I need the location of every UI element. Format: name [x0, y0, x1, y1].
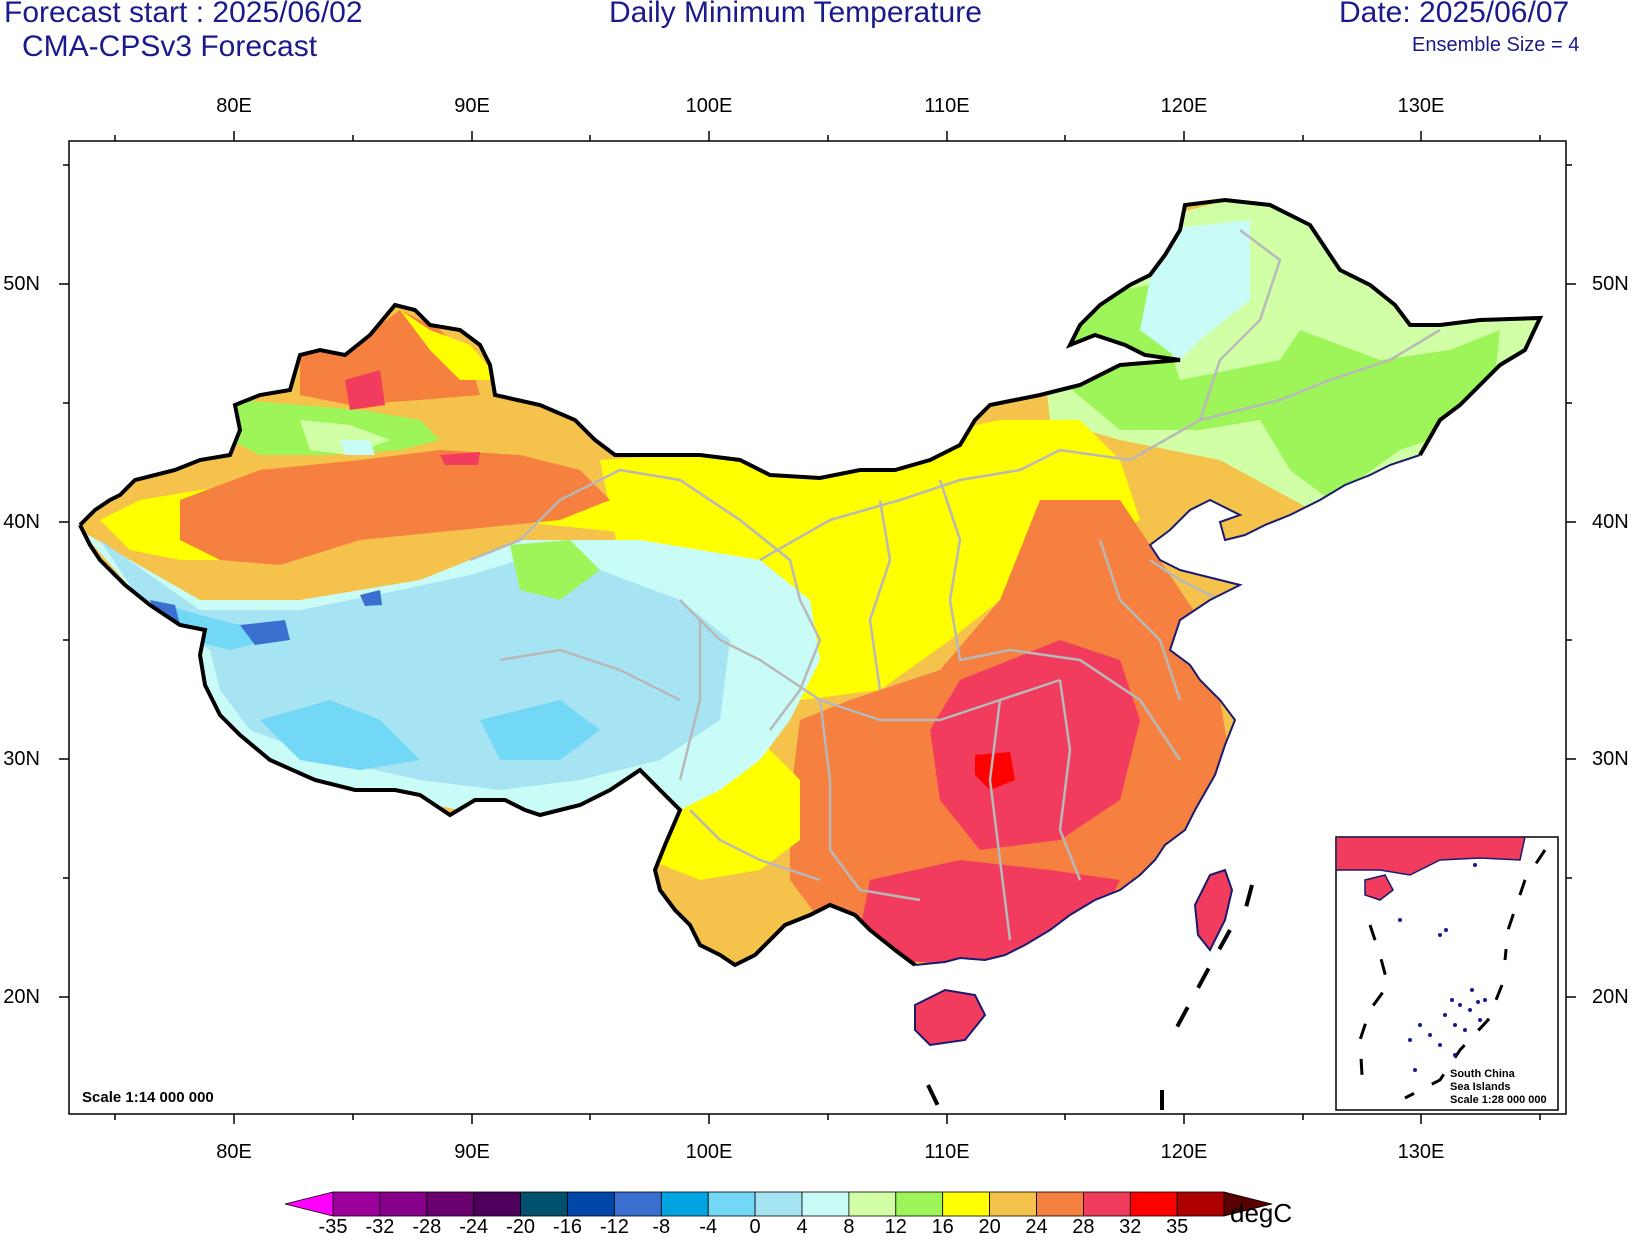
- colorbar-tick-label: 4: [796, 1216, 807, 1238]
- lon-label: 130E: [1398, 95, 1445, 117]
- colorbar-swatch: [1036, 1191, 1084, 1217]
- lon-labels-top: 80E 90E 100E 110E 120E 130E: [216, 95, 1444, 117]
- colorbar-swatch: [942, 1191, 991, 1217]
- lon-label: 130E: [1398, 1141, 1445, 1163]
- colorbar-swatch: [567, 1191, 615, 1217]
- lon-label: 120E: [1161, 95, 1208, 117]
- lat-label: 50N: [3, 273, 40, 295]
- lat-labels-left: 50N 40N 30N 20N: [3, 273, 40, 1008]
- colorbar-swatch: [614, 1191, 662, 1217]
- ensemble-size-label: Ensemble Size = 4: [1412, 34, 1580, 56]
- colorbar-swatch: [1176, 1191, 1225, 1217]
- model-label: CMA-CPSv3 Forecast: [22, 30, 318, 63]
- colorbar-swatch: [426, 1191, 475, 1217]
- colorbar-tick-label: 35: [1166, 1216, 1188, 1238]
- lat-label: 50N: [1592, 273, 1629, 295]
- taiwan-island: [1193, 868, 1234, 952]
- colorbar-swatch: [1083, 1191, 1131, 1217]
- colorbar-tick-label: 16: [932, 1216, 954, 1238]
- forecast-start-label: Forecast start : 2025/06/02: [4, 0, 363, 29]
- colorbar-tick-label: 8: [843, 1216, 854, 1238]
- lon-label: 110E: [924, 1141, 969, 1163]
- land-border-north: [78, 197, 1544, 527]
- lon-label: 100E: [686, 95, 733, 117]
- colorbar-tick-label: -16: [553, 1216, 582, 1238]
- colorbar-swatch: [801, 1191, 850, 1217]
- colorbar-low-triangle: [284, 1191, 334, 1217]
- lat-label: 30N: [3, 748, 40, 770]
- lat-label: 40N: [1592, 511, 1629, 533]
- map-scale-label: Scale 1:14 000 000: [82, 1089, 214, 1106]
- province-borders: [469, 229, 1441, 941]
- colorbar-swatch: [989, 1191, 1037, 1217]
- lon-label: 90E: [454, 1141, 490, 1163]
- inset-scale-label: Scale 1:28 000 000: [1450, 1094, 1547, 1106]
- south-china-sea-inset: South China Sea Islands Scale 1:28 000 0…: [1335, 836, 1559, 1111]
- colorbar-high-triangle: [1223, 1191, 1273, 1217]
- colorbar-tick-label: -32: [365, 1216, 394, 1238]
- lon-label: 80E: [216, 1141, 252, 1163]
- colorbar-tick-label: -12: [600, 1216, 629, 1238]
- inset-label-1: South China: [1450, 1068, 1516, 1080]
- colorbar-tick-label: 12: [885, 1216, 907, 1238]
- coastline: [914, 454, 1421, 966]
- colorbar-tick-label: -4: [699, 1216, 717, 1238]
- lat-label: 20N: [3, 986, 40, 1008]
- axis-ticks: [59, 131, 1576, 1124]
- colorbar-tick-label: -8: [652, 1216, 670, 1238]
- colorbar-swatch: [848, 1191, 897, 1217]
- colorbar-tick-label: 0: [750, 1216, 761, 1238]
- colorbar-unit-label: degC: [1230, 1198, 1292, 1228]
- hainan-island: [914, 988, 987, 1047]
- colorbar-tick-label: -28: [412, 1216, 441, 1238]
- colorbar-swatch: [379, 1191, 428, 1217]
- colorbar-swatch: [660, 1191, 709, 1217]
- map-title: Daily Minimum Temperature: [609, 0, 982, 29]
- colorbar-swatch: [754, 1191, 803, 1217]
- colorbar-tick-label: -20: [506, 1216, 535, 1238]
- colorbar-tick-label: 32: [1119, 1216, 1141, 1238]
- lat-label: 40N: [3, 511, 40, 533]
- colorbar-swatch: [1129, 1191, 1178, 1217]
- lat-label: 30N: [1592, 748, 1629, 770]
- colorbar-tick-label: 28: [1072, 1216, 1094, 1238]
- maritime-boundary: [926, 884, 1254, 1111]
- colorbar-swatch: [332, 1191, 381, 1217]
- valid-date-label: Date: 2025/06/07: [1339, 0, 1570, 29]
- colorbar-swatch: [895, 1191, 944, 1217]
- colorbar-swatch: [707, 1191, 756, 1217]
- colorbar-tick-label: -24: [459, 1216, 488, 1238]
- lon-labels-bottom: 80E 90E 100E 110E 120E 130E: [216, 1141, 1444, 1163]
- lon-label: 80E: [216, 95, 252, 117]
- lon-label: 90E: [454, 95, 490, 117]
- colorbar-swatch: [473, 1191, 522, 1217]
- inset-label-2: Sea Islands: [1450, 1081, 1511, 1093]
- colorbar-tick-label: -35: [319, 1216, 348, 1238]
- colorbar-tick-label: 20: [978, 1216, 1000, 1238]
- lon-label: 110E: [924, 95, 969, 117]
- lon-label: 120E: [1161, 1141, 1208, 1163]
- lat-labels-right: 50N 40N 30N 20N: [1592, 273, 1629, 1008]
- colorbar: -35 -32 -28 -24 -20 -16 -12 -8 -4 0 4 8 12 16 20 24 28 32…: [284, 1191, 1273, 1238]
- lon-label: 100E: [686, 1141, 733, 1163]
- colorbar-tick-label: 24: [1025, 1216, 1047, 1238]
- land-border-south: [78, 524, 917, 968]
- lat-label: 20N: [1592, 986, 1629, 1008]
- colorbar-swatch: [520, 1191, 568, 1217]
